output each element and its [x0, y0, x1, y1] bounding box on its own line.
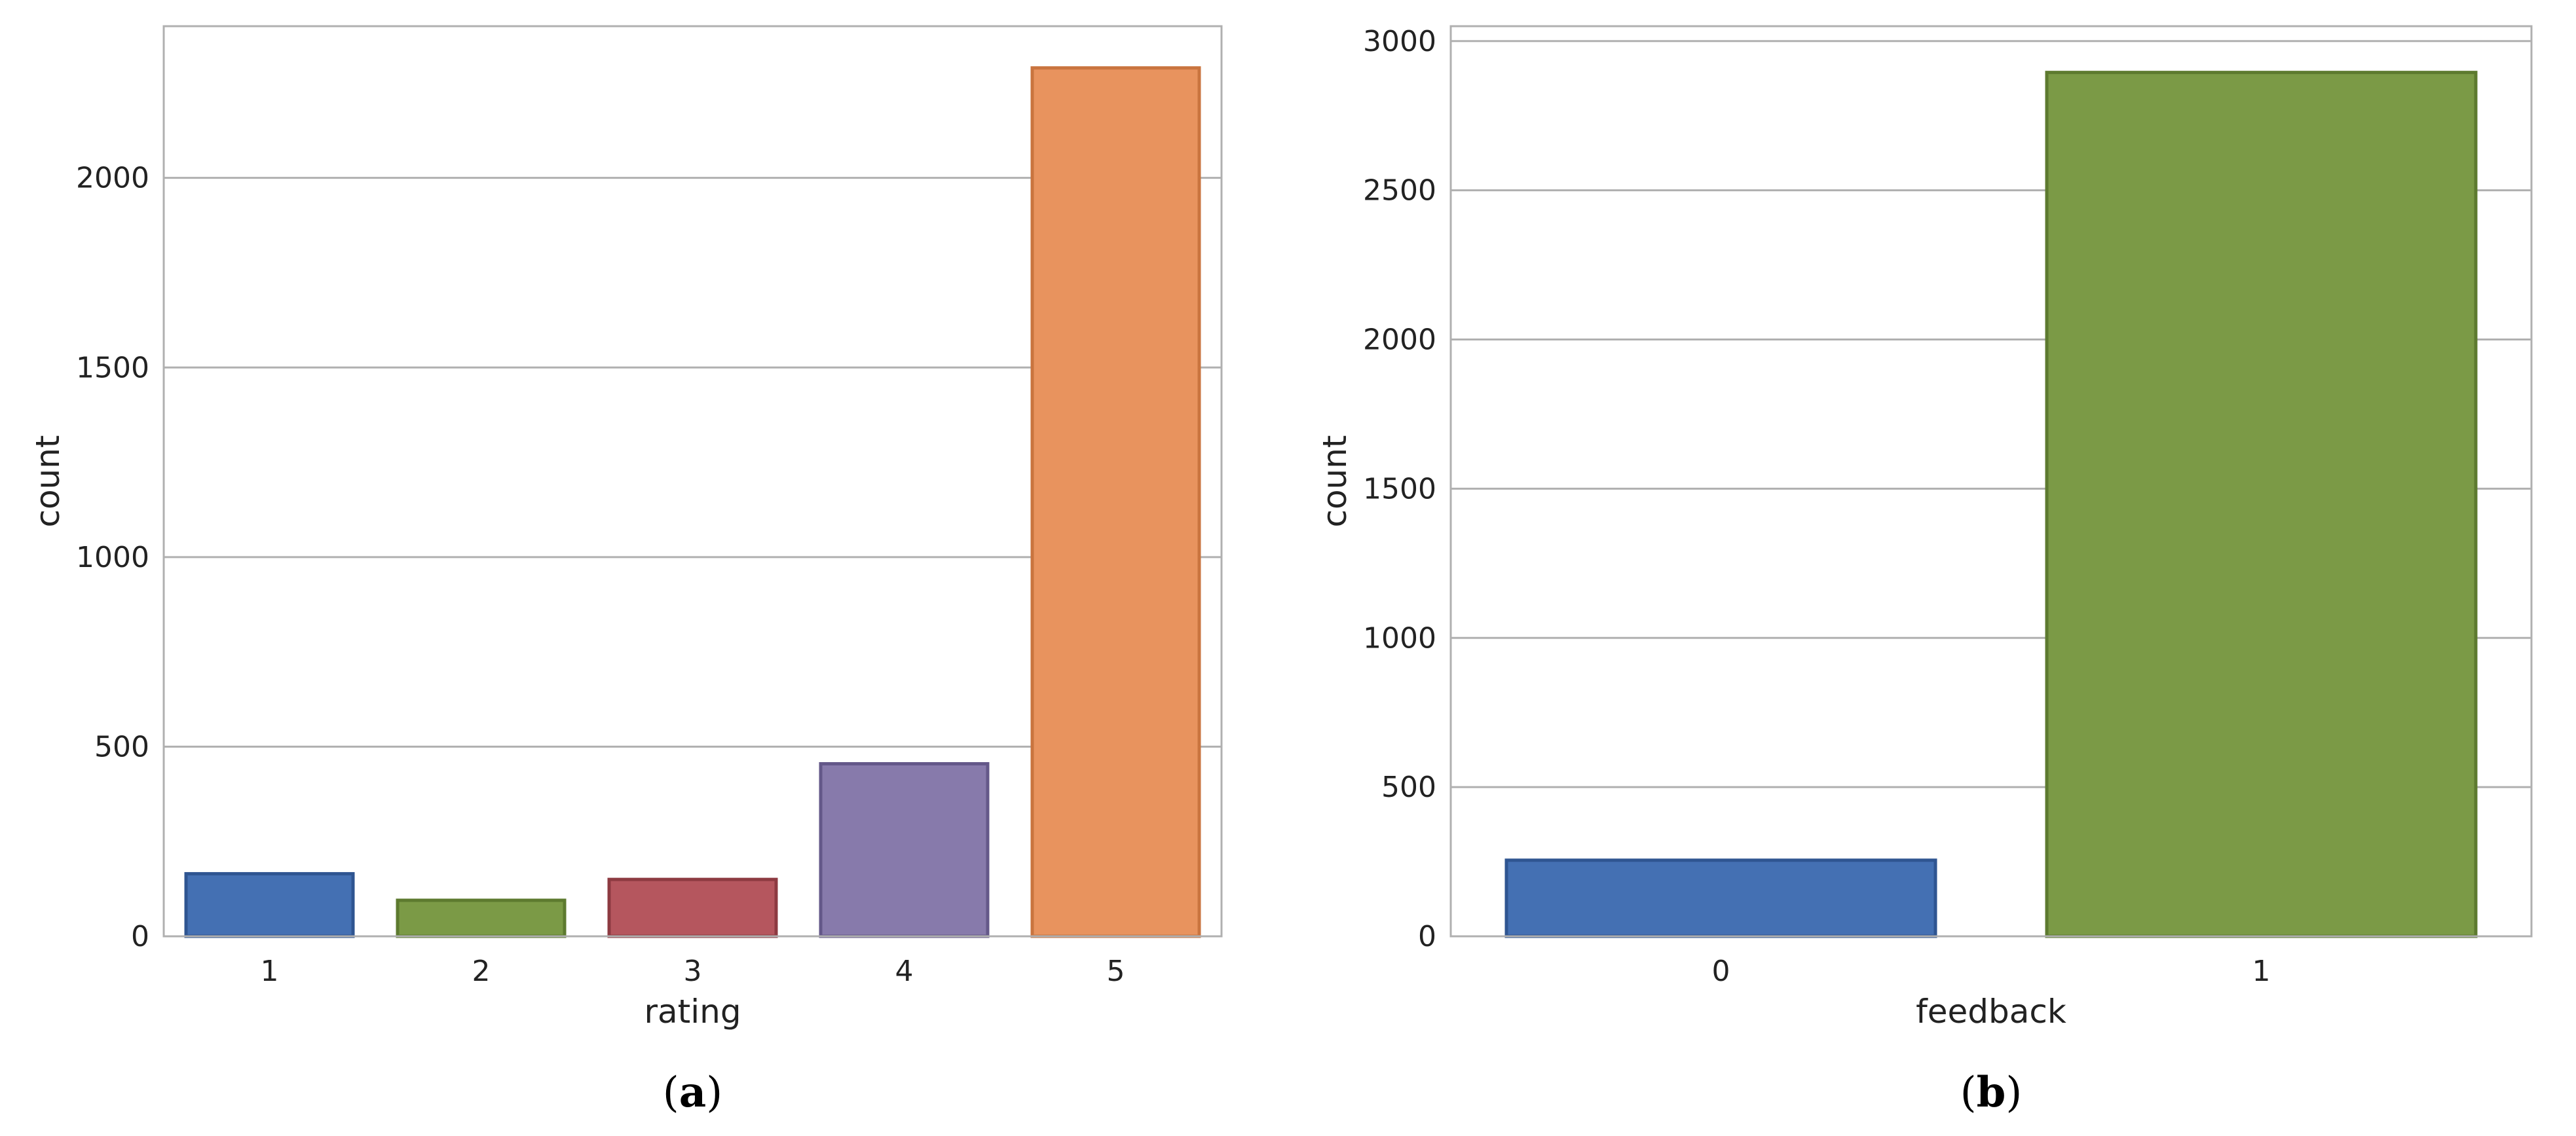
chart-b-frame: [1449, 25, 2533, 938]
chart-a-panel-label: (a): [663, 1068, 722, 1117]
chart-b-panel-label: (b): [1960, 1068, 2023, 1117]
chart-b-x-tick-label: 1: [2252, 955, 2271, 988]
chart-a-x-tick-label: 1: [261, 955, 279, 988]
chart-a-bar-3: [607, 877, 778, 938]
chart-a-y-tick-label: 0: [131, 920, 149, 953]
chart-a-bar-4: [819, 761, 990, 938]
chart-b-y-tick-label: 500: [1381, 771, 1436, 804]
chart-b-y-tick-label: 3000: [1363, 25, 1436, 58]
chart-b-y-tick-label: 0: [1418, 920, 1436, 953]
chart-b-y-axis-label: count: [1316, 435, 1354, 527]
chart-b-y-ticks: 0 500 1000 1500 2000 2500 3000: [1363, 25, 1436, 953]
chart-a-bar-5: [1030, 66, 1201, 938]
chart-a-panel-letter: a: [679, 1068, 706, 1117]
chart-b-y-tick-label: 2500: [1363, 174, 1436, 208]
chart-a-y-tick-label: 1500: [76, 351, 149, 384]
chart-b-y-tick-label: 1000: [1363, 621, 1436, 655]
chart-a-bars: [184, 66, 1201, 938]
chart-a-x-tick-label: 5: [1107, 955, 1125, 988]
chart-b-x-axis-label: feedback: [1916, 993, 2066, 1031]
chart-a-x-axis-label: rating: [644, 993, 741, 1031]
chart-a-x-tick-label: 4: [895, 955, 914, 988]
chart-a-y-ticks: 0 500 1000 1500 2000: [76, 162, 149, 953]
chart-a-x-ticks: 1 2 3 4 5: [261, 955, 1125, 988]
chart-a-x-tick-label: 3: [684, 955, 702, 988]
chart-a: 0 500 1000 1500 2000 1 2 3 4 5 rating count (a): [29, 25, 1223, 1117]
chart-b-bar-0: [1504, 858, 1937, 938]
chart-b-y-tick-label: 1500: [1363, 472, 1436, 505]
chart-a-y-tick-label: 500: [94, 730, 149, 763]
chart-a-y-tick-label: 1000: [76, 541, 149, 574]
chart-a-y-tick-label: 2000: [76, 162, 149, 195]
chart-b-bars: [1504, 71, 2478, 938]
chart-a-x-tick-label: 2: [472, 955, 491, 988]
chart-a-bar-2: [396, 898, 567, 938]
chart-b-panel-letter: b: [1977, 1068, 2006, 1117]
chart-a-y-axis-label: count: [29, 435, 67, 527]
chart-b-y-tick-label: 2000: [1363, 323, 1436, 357]
chart-b-x-tick-label: 0: [1712, 955, 1730, 988]
chart-a-bar-1: [184, 871, 355, 938]
chart-b-bar-1: [2045, 71, 2478, 938]
chart-a-frame: [162, 25, 1223, 938]
